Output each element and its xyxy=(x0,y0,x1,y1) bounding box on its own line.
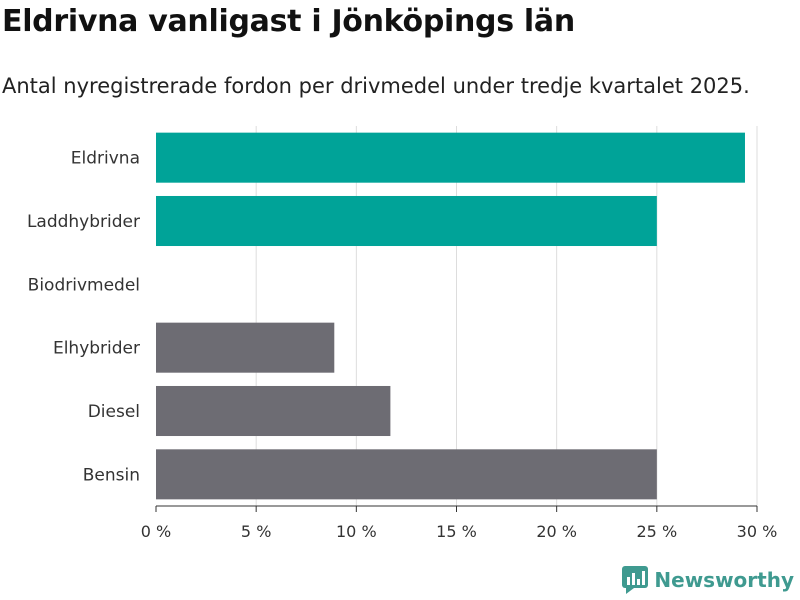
chart-subtitle: Antal nyregistrerade fordon per drivmede… xyxy=(2,74,750,98)
x-tick-label: 5 % xyxy=(241,522,271,541)
category-labels: Eldrivna Laddhybrider Biodrivmedel Elhybrid… xyxy=(27,149,140,486)
x-tick-label: 10 % xyxy=(336,522,377,541)
brand-name: Newsworthy xyxy=(654,568,794,592)
x-tick-label: 0 % xyxy=(141,522,171,541)
brand-logo: Newsworthy xyxy=(622,566,794,594)
category-label: Eldrivna xyxy=(71,149,140,169)
bar-elhybrider xyxy=(156,322,335,373)
bars xyxy=(156,132,745,500)
category-label: Biodrivmedel xyxy=(28,275,140,295)
chart-title: Eldrivna vanligast i Jönköpings län xyxy=(2,4,575,39)
newsworthy-chart-icon xyxy=(622,566,649,594)
bar-eldrivna xyxy=(156,132,745,183)
x-tick-label: 20 % xyxy=(536,522,577,541)
x-tick-label: 15 % xyxy=(436,522,477,541)
bar-diesel xyxy=(156,385,391,437)
category-label: Elhybrider xyxy=(53,339,140,359)
bar-laddhybrider xyxy=(156,195,657,247)
grid-lines xyxy=(255,126,758,506)
bar-bensin xyxy=(156,449,657,500)
x-axis: 0 % 5 % 10 % 15 % 20 % 25 % 30 % xyxy=(141,505,778,541)
category-label: Diesel xyxy=(88,402,140,422)
category-label: Bensin xyxy=(83,465,140,485)
category-label: Laddhybrider xyxy=(27,212,140,232)
x-tick-label: 25 % xyxy=(637,522,678,541)
x-tick-label: 30 % xyxy=(737,522,778,541)
